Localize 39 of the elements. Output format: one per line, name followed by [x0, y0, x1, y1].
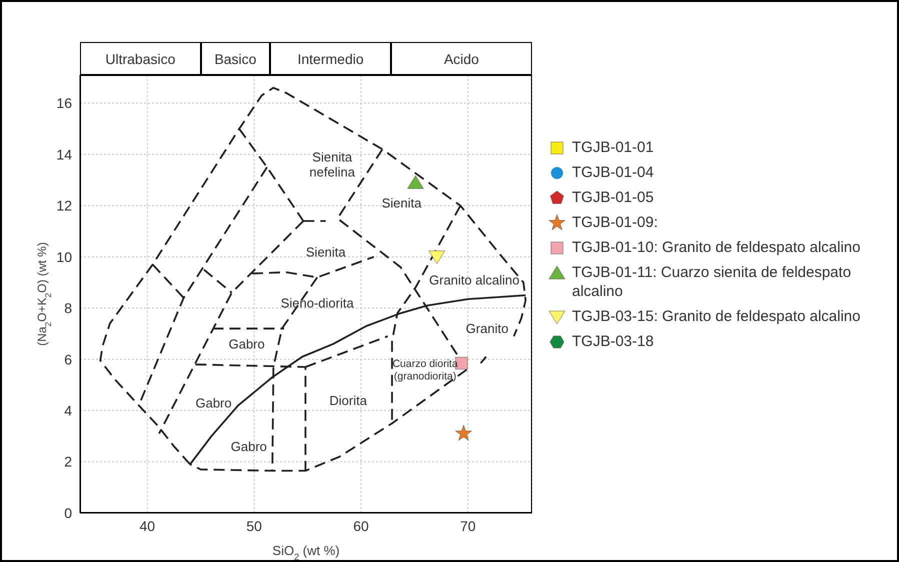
legend-label: TGJB-01-05: [572, 188, 655, 207]
annotation: Granito: [466, 321, 508, 336]
text: Intermedio: [297, 50, 364, 66]
y-tick-label: 14: [56, 146, 72, 162]
legend-label: TGJB-01-01: [572, 138, 655, 157]
point: [407, 175, 424, 189]
legend-label: TGJB-03-15: Granito de feldespato alcalino: [572, 307, 862, 326]
text: Acido: [444, 50, 479, 66]
point: [455, 424, 472, 441]
annotation: Granito alcalino: [429, 272, 520, 288]
x-tick-label: 60: [353, 518, 370, 534]
x-tick-label: 40: [140, 518, 156, 534]
annotation: Gabro: [228, 336, 265, 352]
y-tick-label: 0: [64, 504, 72, 521]
legend-label: TGJB-03-18: [572, 332, 655, 351]
y-tick-label: 12: [56, 198, 72, 214]
annotation: Diorita: [329, 392, 368, 408]
annotation: Sienita: [306, 244, 346, 260]
text: Basico: [214, 50, 256, 66]
x-tick-label: 70: [460, 518, 476, 534]
annotation: Sienita: [382, 196, 422, 211]
x-axis-title: SiO$_{2}$ (wt %): [272, 543, 340, 562]
y-tick-label: 4: [64, 402, 72, 419]
y-tick-label: 8: [64, 300, 72, 316]
legend-label: TGJB-01-11: Cuarzo sienita de feldespato alcalino: [572, 263, 852, 301]
annotation: Sienita nefelina: [309, 150, 356, 180]
annotation: Sieno-diorita: [280, 296, 354, 311]
legend-label: TGJB-01-04: [572, 163, 655, 182]
point: [428, 250, 446, 264]
legend-label: TGJB-01-10: Granito de feldespato alcalino: [572, 238, 862, 257]
legend-label: TGJB-01-09:: [572, 213, 659, 232]
x-tick-label: 50: [246, 518, 262, 534]
y-tick-label: 2: [64, 454, 72, 470]
annotation: Gabro: [196, 395, 232, 410]
y-tick-label: 10: [56, 248, 72, 265]
annotation: Gabro: [230, 438, 267, 454]
y-tick-label: 6: [64, 351, 72, 368]
text: Ultrabasico: [105, 50, 176, 66]
y-tick-label: 16: [56, 95, 72, 112]
